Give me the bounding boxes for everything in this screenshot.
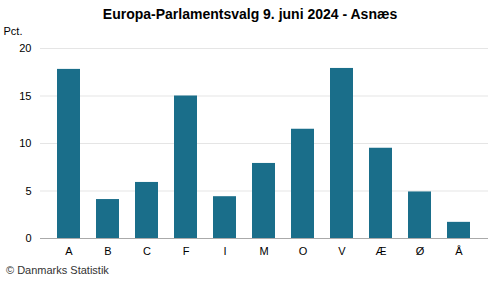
svg-text:I: I: [223, 245, 226, 257]
svg-text:Æ: Æ: [376, 245, 387, 257]
svg-text:B: B: [104, 245, 111, 257]
svg-text:F: F: [183, 245, 190, 257]
svg-text:C: C: [143, 245, 151, 257]
svg-text:Ø: Ø: [416, 245, 425, 257]
svg-text:A: A: [65, 245, 73, 257]
svg-text:5: 5: [25, 185, 31, 197]
svg-text:0: 0: [25, 232, 31, 244]
html-text:Europa-Parlamentsvalg 9. juni: Europa-Parlamentsvalg 9. juni 2024 - Asn…: [102, 6, 398, 22]
svg-text:Å: Å: [455, 245, 463, 257]
svg-text:M: M: [259, 245, 268, 257]
html-text:© Danmarks Statistik: © Danmarks Statistik: [6, 264, 109, 276]
svg-text:10: 10: [19, 137, 31, 149]
svg-text:15: 15: [19, 90, 31, 102]
svg-text:V: V: [338, 245, 346, 257]
svg-text:20: 20: [19, 42, 31, 54]
svg-text:Pct.: Pct.: [4, 25, 23, 37]
svg-text:O: O: [299, 245, 308, 257]
